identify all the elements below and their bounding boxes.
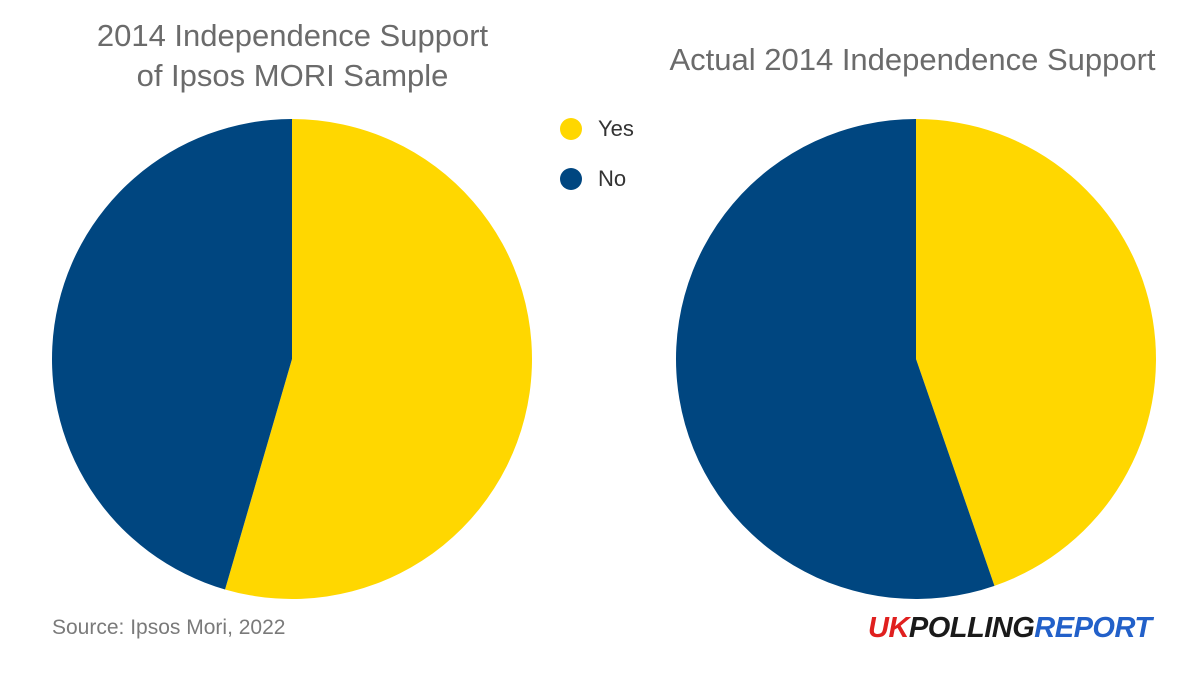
pie-slice-no bbox=[51, 119, 292, 590]
pie-slice-no bbox=[676, 119, 995, 599]
pie-chart-sample bbox=[51, 119, 532, 599]
legend-label-yes: Yes bbox=[598, 116, 634, 141]
pie-chart-actual bbox=[676, 119, 1156, 599]
legend: Yes No bbox=[560, 114, 634, 214]
chart-title-sample-line1: 2014 Independence Support bbox=[96, 18, 489, 53]
chart-title-actual: Actual 2014 Independence Support bbox=[669, 42, 1156, 77]
legend-swatch-yes bbox=[560, 118, 582, 140]
chart-title-sample-line2: of Ipsos MORI Sample bbox=[136, 58, 449, 93]
pie-slice-yes bbox=[916, 119, 1156, 586]
legend-label-no: No bbox=[598, 166, 627, 191]
legend-item-no: No bbox=[560, 164, 634, 194]
pie-slice-yes bbox=[225, 119, 532, 599]
legend-swatch-no bbox=[560, 168, 582, 190]
legend-item-yes: Yes bbox=[560, 114, 634, 144]
brand-logo-polling: POLLING bbox=[908, 612, 1035, 644]
brand-logo: UKPOLLINGREPORT bbox=[868, 612, 1152, 645]
chart-title-sample: 2014 Independence Support of Ipsos MORI … bbox=[40, 16, 545, 96]
brand-logo-uk: UK bbox=[868, 612, 909, 644]
source-note: Source: Ipsos Mori, 2022 bbox=[52, 616, 286, 639]
brand-logo-report: REPORT bbox=[1034, 612, 1152, 644]
